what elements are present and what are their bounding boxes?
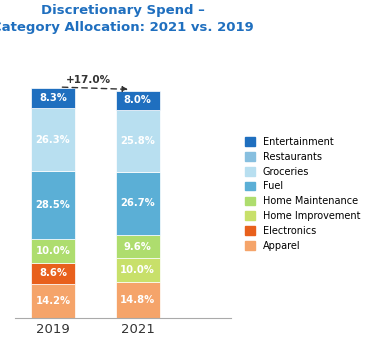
Title: Discretionary Spend –
Category Allocation: 2021 vs. 2019: Discretionary Spend – Category Allocatio…	[0, 4, 254, 34]
Text: 8.0%: 8.0%	[124, 95, 151, 105]
Text: 25.8%: 25.8%	[120, 136, 155, 146]
Text: 10.0%: 10.0%	[120, 265, 155, 275]
Bar	[116, 110, 160, 172]
Text: +17.0%: +17.0%	[66, 75, 111, 85]
Text: 26.7%: 26.7%	[120, 198, 155, 209]
Bar	[116, 258, 160, 282]
Bar	[31, 239, 75, 263]
Bar	[31, 88, 75, 108]
Legend: Entertainment, Restaurants, Groceries, Fuel, Home Maintenance, Home Improvement,: Entertainment, Restaurants, Groceries, F…	[241, 133, 364, 255]
Bar	[31, 108, 75, 171]
Bar	[116, 235, 160, 258]
Bar	[31, 284, 75, 318]
Bar	[31, 263, 75, 284]
Bar	[116, 282, 160, 318]
Text: 28.5%: 28.5%	[35, 200, 70, 210]
Bar	[116, 91, 160, 110]
Text: 10.0%: 10.0%	[35, 246, 70, 256]
Text: 26.3%: 26.3%	[36, 134, 70, 145]
Text: 8.3%: 8.3%	[39, 93, 67, 103]
Bar	[116, 172, 160, 235]
Bar	[31, 171, 75, 239]
Text: 8.6%: 8.6%	[39, 268, 67, 279]
Text: 9.6%: 9.6%	[124, 242, 151, 252]
Text: 14.2%: 14.2%	[35, 296, 71, 306]
Text: 14.8%: 14.8%	[120, 295, 155, 305]
